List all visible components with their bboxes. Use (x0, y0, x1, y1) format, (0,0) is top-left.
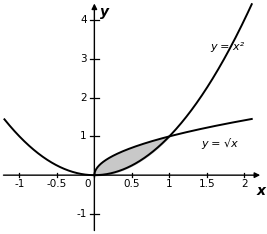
Text: -1: -1 (14, 179, 25, 189)
Text: 3: 3 (80, 54, 87, 64)
Text: -1: -1 (77, 209, 87, 219)
Text: 1: 1 (80, 131, 87, 141)
Text: y = x²: y = x² (210, 42, 245, 52)
Text: 2: 2 (80, 93, 87, 103)
Text: 0: 0 (85, 179, 91, 189)
Text: 2: 2 (241, 179, 248, 189)
Text: 1: 1 (166, 179, 173, 189)
Text: -0.5: -0.5 (47, 179, 67, 189)
Text: y: y (100, 5, 109, 18)
Text: 1.5: 1.5 (198, 179, 215, 189)
Text: 4: 4 (80, 15, 87, 25)
Text: x: x (257, 184, 266, 198)
Text: y = √x: y = √x (201, 138, 238, 149)
Text: 0.5: 0.5 (124, 179, 140, 189)
